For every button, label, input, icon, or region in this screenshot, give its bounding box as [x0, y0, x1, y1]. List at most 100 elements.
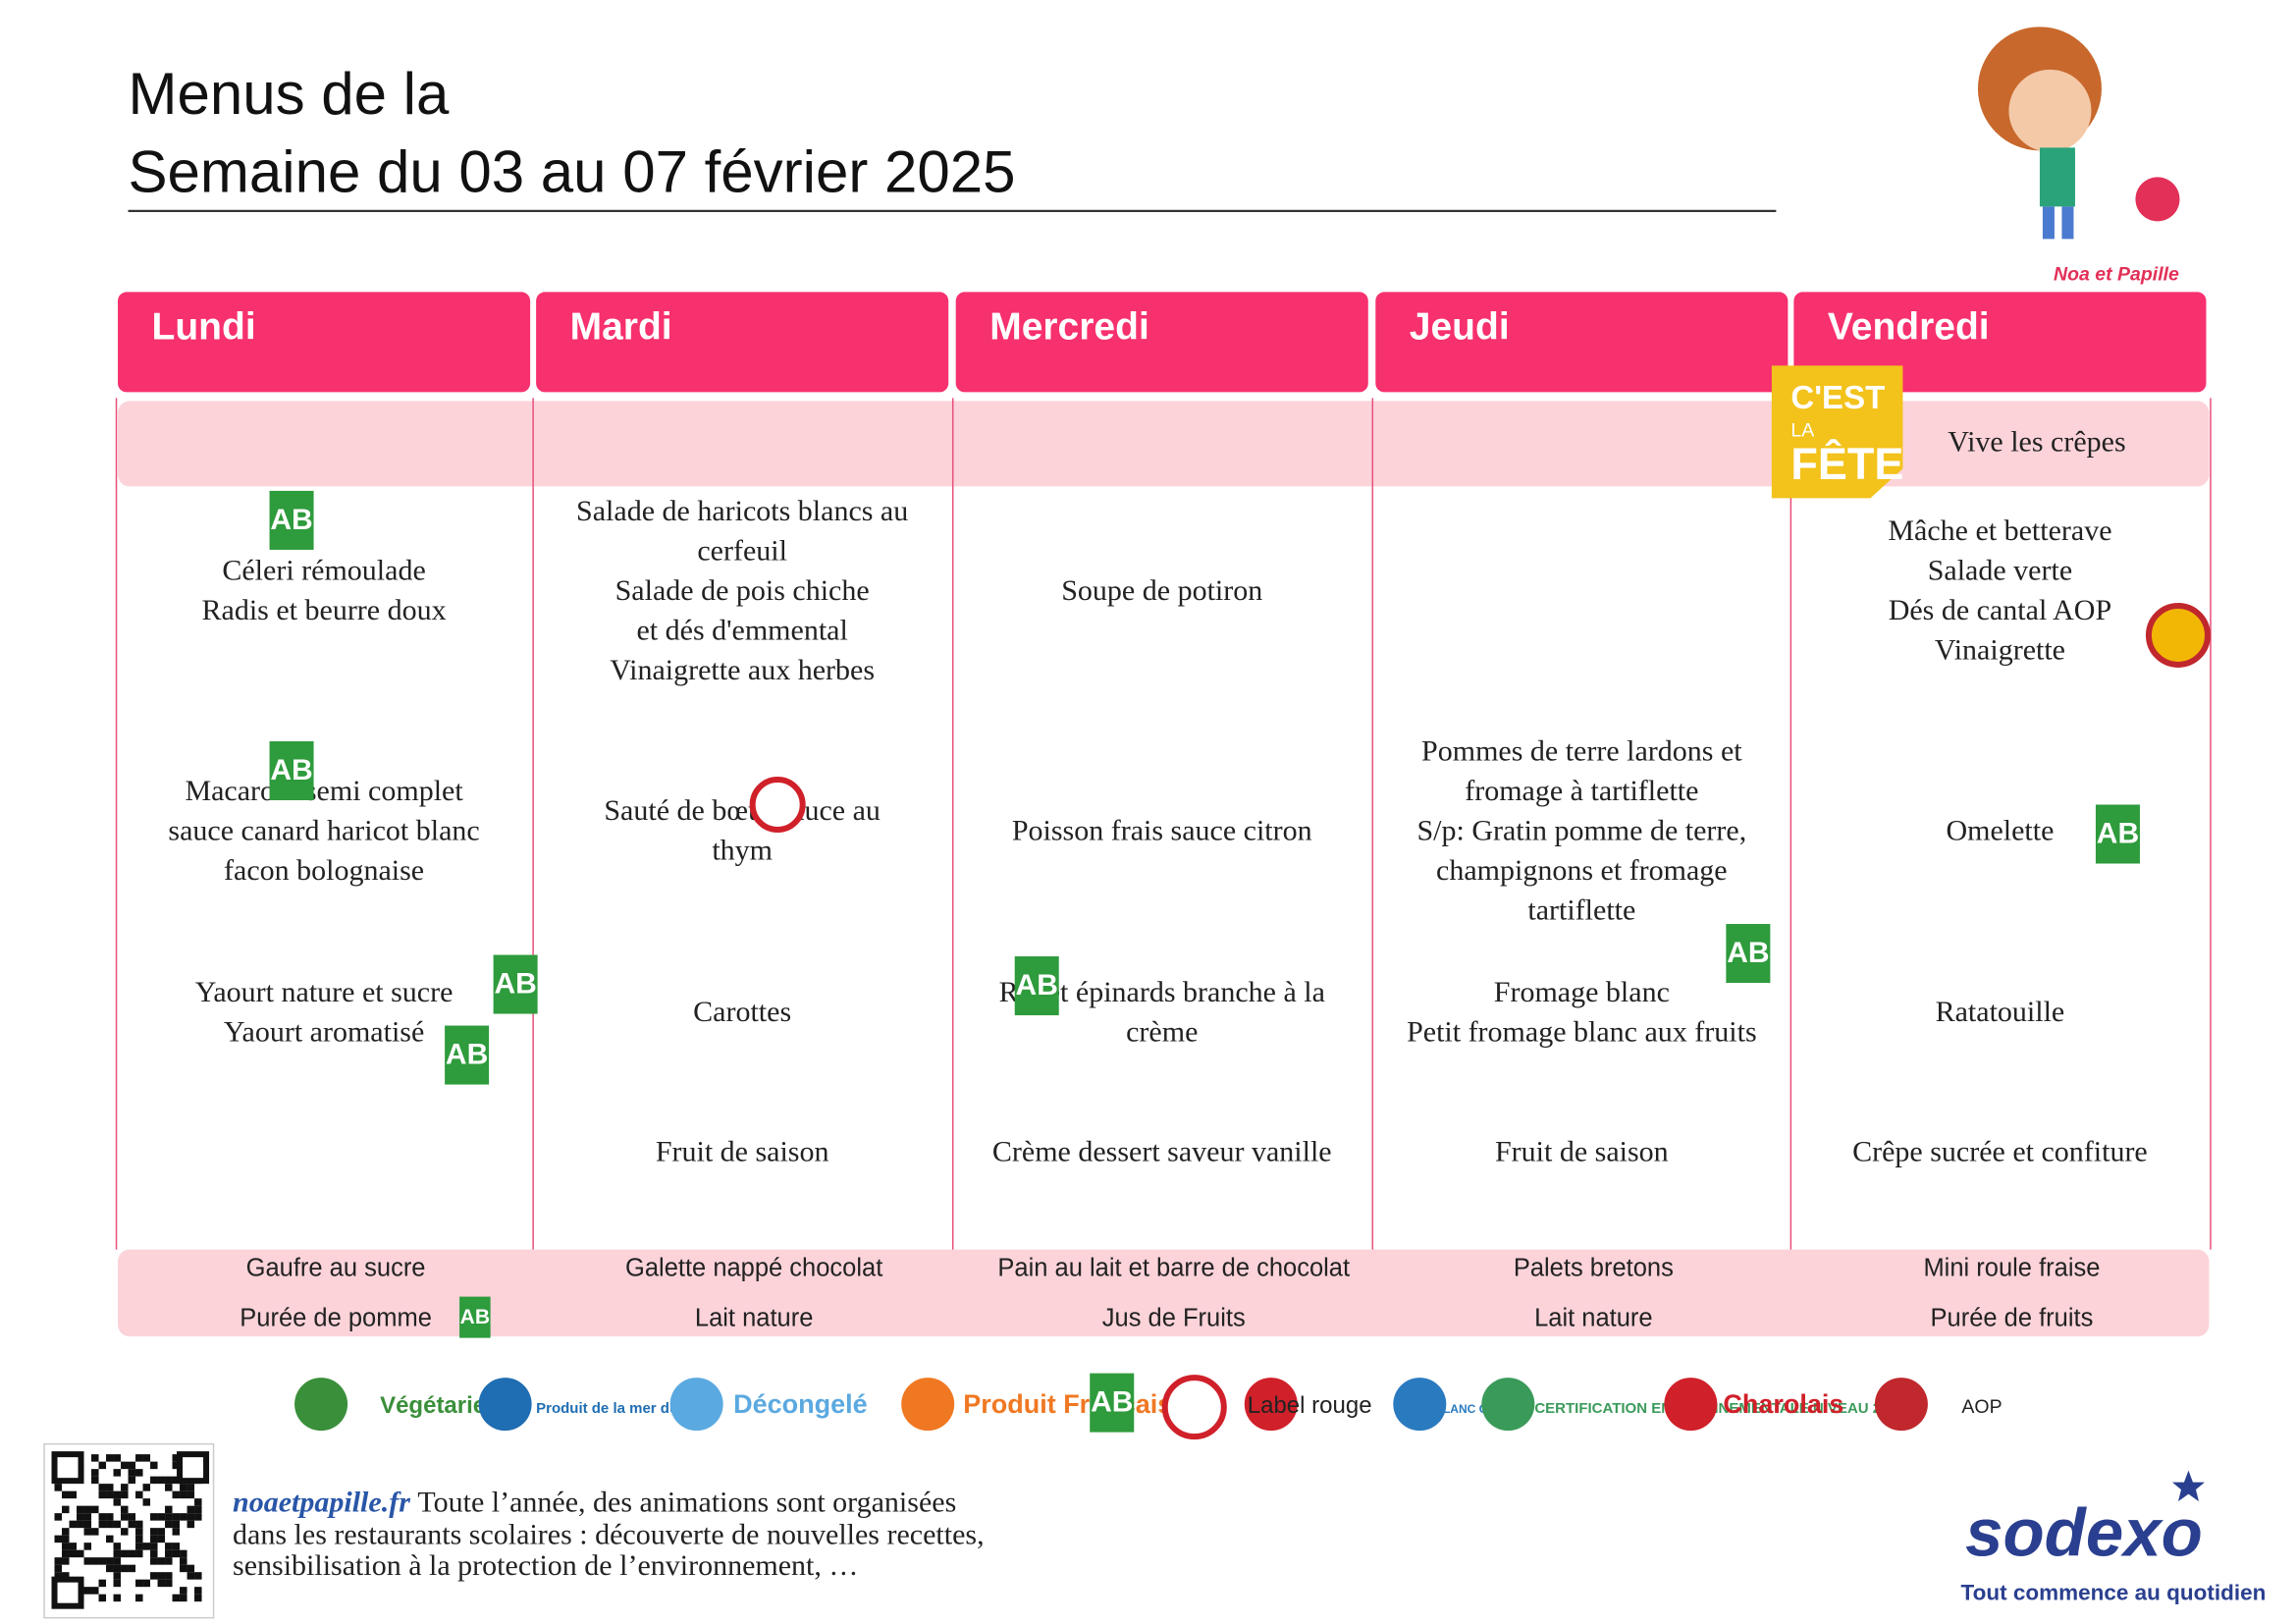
qr-cell: [157, 1476, 166, 1485]
qr-cell: [54, 1513, 63, 1521]
ab-badge-text: AB: [1016, 969, 1058, 1001]
qr-cell: [113, 1564, 122, 1573]
qr-cell: [135, 1535, 143, 1543]
qr-cell: [106, 1557, 114, 1565]
qr-cell: [157, 1572, 166, 1580]
qr-cell: [83, 1557, 92, 1565]
qr-cell: [165, 1572, 173, 1580]
ab-badge-text: AB: [2097, 818, 2139, 850]
qr-cell: [142, 1484, 151, 1491]
footer-line: sensibilisation à la protection de l’env…: [233, 1549, 858, 1582]
footer-link[interactable]: noaetpapille.fr: [233, 1487, 410, 1519]
qr-cell: [106, 1520, 114, 1529]
ab-badge: [445, 1025, 490, 1085]
qr-cell: [128, 1476, 136, 1485]
menu-item: Crème dessert saveur vanille: [992, 1136, 1332, 1168]
snack-item: Palets bretons: [1514, 1255, 1674, 1282]
qr-cell: [113, 1469, 122, 1477]
qr-cell: [187, 1564, 195, 1573]
snack-row: [118, 1249, 2210, 1337]
qr-cell: [106, 1484, 114, 1491]
qr-cell: [113, 1549, 122, 1558]
menu-item: crème: [1126, 1015, 1198, 1048]
qr-cell: [150, 1557, 158, 1565]
qr-cell: [172, 1513, 181, 1521]
qr-cell: [194, 1505, 202, 1514]
legend-label: Label rouge: [1248, 1392, 1372, 1419]
menu-item: Soupe de potiron: [1061, 574, 1262, 607]
logo-star: [2171, 1470, 2205, 1502]
snack-item: Lait nature: [1534, 1305, 1653, 1332]
qr-cell: [157, 1557, 166, 1565]
footer-text: noaetpapille.fr Toute l’année, des animat…: [233, 1487, 956, 1519]
qr-cell: [135, 1469, 143, 1477]
qr-cell: [83, 1513, 92, 1521]
legend-icon: [478, 1378, 532, 1432]
qr-cell: [62, 1535, 70, 1543]
qr-cell: [165, 1513, 173, 1521]
qr-cell: [121, 1490, 129, 1499]
ab-badge-text: AB: [446, 1039, 488, 1071]
qr-cell: [172, 1594, 181, 1602]
qr-cell: [106, 1513, 114, 1521]
qr-cell: [77, 1549, 84, 1558]
qr-cell: [98, 1513, 107, 1521]
legend-icon: [669, 1378, 723, 1432]
qr-cell: [172, 1549, 181, 1558]
qr-cell: [54, 1572, 63, 1580]
qr-cell: [165, 1579, 173, 1588]
qr-cell: [91, 1587, 99, 1595]
ab-badge: [269, 740, 314, 800]
ab-badge-text: AB: [270, 754, 312, 786]
qr-cell: [135, 1528, 143, 1536]
qr-cell: [180, 1557, 187, 1565]
qr-cell: [135, 1579, 143, 1588]
qr-cell: [121, 1505, 129, 1514]
menu-item: Radis et beurre doux: [202, 594, 447, 626]
qr-cell: [187, 1484, 195, 1491]
ab-badge: [2095, 804, 2140, 864]
menu-item: Fruit de saison: [1495, 1136, 1669, 1168]
title: Semaine du 03 au 07 février 2025: [129, 138, 1016, 204]
qr-cell: [172, 1454, 181, 1462]
legend-label: Produit de la mer durable: [536, 1400, 714, 1417]
title: Menus de la: [129, 61, 450, 127]
qr-cell: [69, 1520, 78, 1529]
qr-cell: [113, 1520, 122, 1529]
ab-badge-text: AB: [460, 1306, 490, 1328]
company-tagline: Tout commence au quotidien: [1961, 1581, 2267, 1605]
qr-cell: [128, 1469, 136, 1477]
menu-item: Ratatouille: [1936, 996, 2065, 1028]
legend-icon: [294, 1378, 348, 1432]
day-header: [1375, 292, 1789, 393]
legend-icon: [1664, 1378, 1718, 1432]
menu-item: Vinaigrette aux herbes: [610, 654, 875, 686]
qr-cell: [113, 1490, 122, 1499]
day-name: Jeudi: [1410, 305, 1510, 348]
day-name: Mardi: [570, 305, 672, 348]
menu-item: et dés d'emmental: [636, 614, 847, 646]
qr-cell: [172, 1528, 181, 1536]
menu-item: Crêpe sucrée et confiture: [1852, 1136, 2148, 1168]
qr-cell: [128, 1461, 136, 1470]
qr-cell: [194, 1587, 202, 1595]
menu-item: fromage à tartiflette: [1465, 775, 1698, 807]
menu-item: Poisson frais sauce citron: [1012, 815, 1312, 847]
qr-cell: [135, 1543, 143, 1550]
qr-cell: [135, 1454, 143, 1462]
qr-cell: [128, 1549, 136, 1558]
menu-item: Salade de haricots blancs au: [576, 495, 908, 527]
qr-cell: [69, 1490, 78, 1499]
menu-item: Yaourt aromatisé: [224, 1015, 424, 1048]
qr-cell: [98, 1594, 107, 1602]
event-text: Vive les crêpes: [1948, 425, 2125, 458]
qr-cell: [128, 1564, 136, 1573]
badge-text: FÊTE: [1790, 439, 1903, 489]
mascot: [1977, 27, 2180, 240]
qr-cell: [165, 1505, 173, 1514]
qr-cell: [98, 1490, 107, 1499]
menu-item: Céleri rémoulade: [222, 555, 425, 587]
qr-cell: [62, 1543, 70, 1550]
menu-item: Macaroni semi complet: [185, 775, 463, 807]
qr-cell: [121, 1484, 129, 1491]
